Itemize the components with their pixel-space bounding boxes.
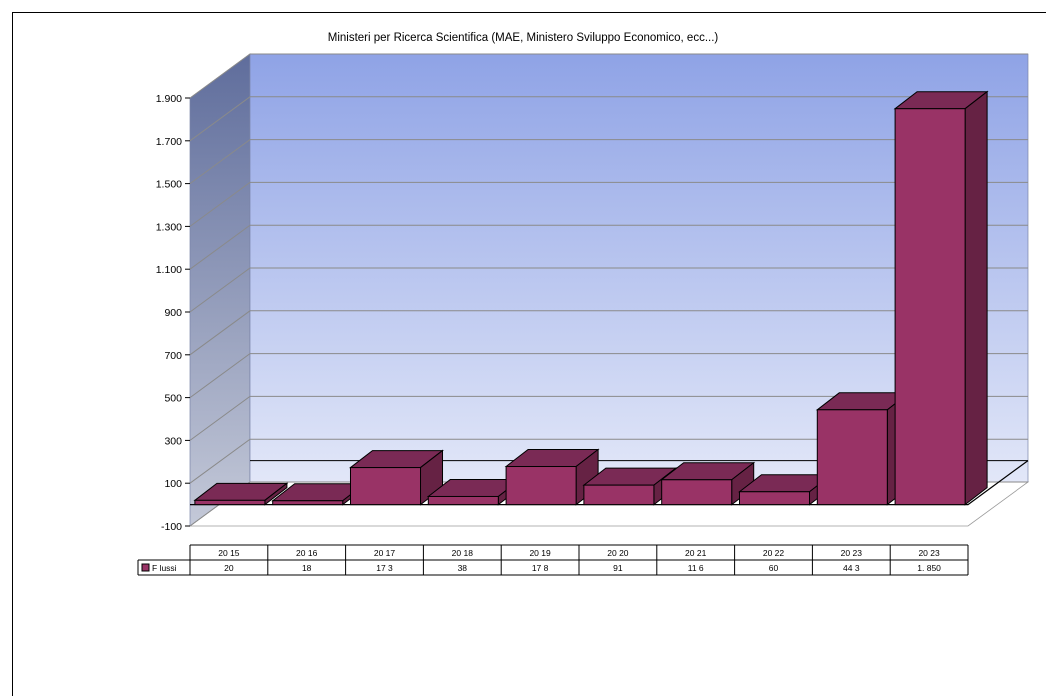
y-tick-label: 300 (164, 435, 182, 447)
x-category-label: 20 16 (296, 548, 318, 558)
y-tick-label: 500 (164, 393, 182, 405)
bar-front (661, 479, 733, 506)
gridline (189, 96, 1028, 142)
data-label: 44 3 (843, 563, 860, 573)
x-category-label: 20 19 (529, 548, 551, 558)
bar (193, 482, 289, 506)
gridline (189, 353, 1028, 399)
y-tick-label: 1.900 (156, 93, 182, 105)
y-tick-label: 900 (164, 307, 182, 319)
bar-front (738, 491, 811, 506)
data-label: 1. 850 (917, 563, 941, 573)
data-label: 60 (769, 563, 779, 573)
x-category-label: 20 22 (763, 548, 785, 558)
bar-front (349, 467, 422, 506)
y-tick-label: 100 (164, 478, 182, 490)
bar-front (427, 495, 499, 506)
gridline (189, 438, 1028, 484)
bar (893, 90, 989, 506)
gridline (189, 53, 1028, 99)
legend-series-name: F lussi (152, 563, 177, 573)
y-tick-label: -100 (161, 521, 182, 533)
bar-side (964, 90, 988, 506)
gridline (189, 267, 1028, 313)
bar (582, 467, 678, 506)
x-category-label: 20 17 (374, 548, 396, 558)
legend-swatch (141, 563, 150, 572)
bar (349, 449, 444, 506)
bar-front (583, 484, 655, 506)
x-category-label: 20 18 (452, 548, 474, 558)
x-category-label: 20 23 (918, 548, 940, 558)
data-label: 17 3 (376, 563, 393, 573)
y-tick-label: 1.300 (156, 221, 182, 233)
chart-title: Ministeri per Ricerca Scientifica (MAE, … (327, 32, 719, 44)
data-label: 18 (302, 563, 312, 573)
x-category-label: 20 20 (607, 548, 629, 558)
bar-front (505, 466, 577, 506)
bar (660, 461, 756, 506)
x-category-label: 20 15 (218, 548, 240, 558)
gridline (189, 224, 1028, 270)
gridline (189, 310, 1028, 356)
y-tick-label: 700 (164, 350, 182, 362)
gridline (189, 139, 1028, 185)
data-label: 91 (613, 563, 623, 573)
x-category-label: 20 21 (685, 548, 707, 558)
gridline (189, 181, 1028, 227)
y-tick-label: 1.100 (156, 264, 182, 276)
data-table: 20 15 20 16 20 17 20 18 20 19 20 20 20 21 20 22… (137, 544, 969, 576)
bar-front (816, 409, 888, 506)
data-label: 17 8 (532, 563, 549, 573)
gridline (189, 395, 1028, 441)
data-label: 38 (458, 563, 468, 573)
bar-front (272, 500, 344, 506)
data-label: 11 6 (688, 563, 704, 573)
bar (504, 448, 600, 506)
y-tick-label: 1.500 (156, 179, 182, 191)
bars (193, 90, 989, 506)
y-tick-label: 1.700 (156, 136, 182, 148)
bar-front (194, 499, 266, 506)
y-axis-ticks: 1.900 1.700 1.500 1.300 1.100 900 700 500 300 100… (156, 93, 190, 533)
data-label: 20 (224, 563, 234, 573)
bar-front (894, 108, 966, 506)
x-category-label: 20 23 (841, 548, 863, 558)
